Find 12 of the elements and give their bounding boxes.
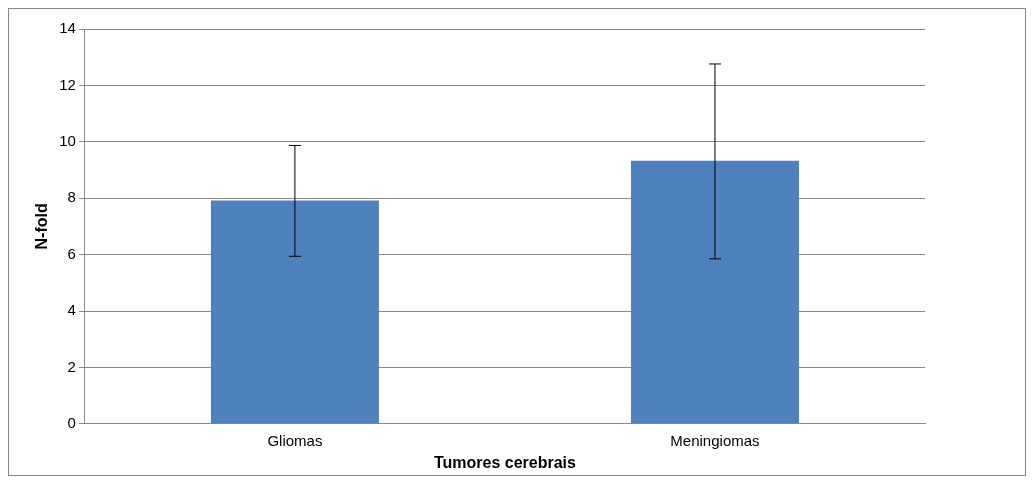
x-axis-title: Tumores cerebrais <box>433 453 577 471</box>
y-tick-label: 4 <box>67 301 76 319</box>
y-axis-title: N-fold <box>33 203 51 250</box>
y-tick-label: 2 <box>67 357 76 375</box>
y-tick-label: 10 <box>59 131 76 149</box>
y-tick-label: 6 <box>67 244 76 262</box>
y-tick-label: 12 <box>59 75 76 93</box>
x-tick-label: Gliomas <box>267 431 323 449</box>
y-tick-label: 14 <box>59 19 76 37</box>
y-tick-label: 0 <box>67 413 76 431</box>
x-tick-label: Meningiomas <box>670 431 760 449</box>
y-tick-label: 8 <box>67 188 76 206</box>
